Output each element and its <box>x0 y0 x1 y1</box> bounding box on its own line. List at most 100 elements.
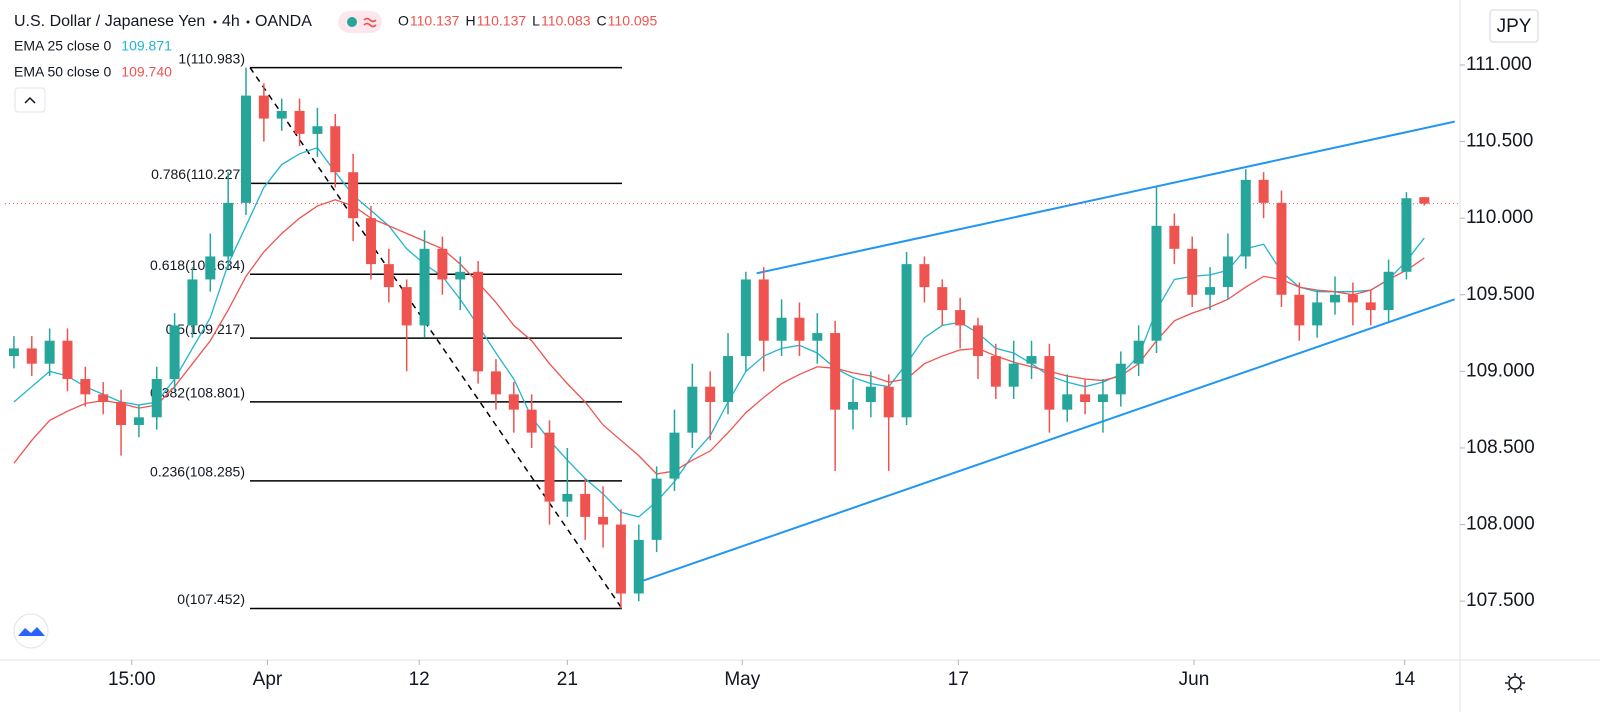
y-tick-label: 109.000 <box>1466 360 1535 381</box>
collapse-button[interactable] <box>14 87 46 113</box>
settings-icon[interactable] <box>1508 676 1522 690</box>
x-tick-label: 12 <box>409 669 430 690</box>
candle-body <box>1008 363 1019 387</box>
candle-body <box>1151 225 1162 341</box>
candle-body <box>1258 179 1269 203</box>
fib-label: 0.382(108.801) <box>150 385 245 401</box>
legend-value: 109.740 <box>121 64 172 80</box>
currency-box[interactable] <box>1489 9 1539 43</box>
x-tick-label: 15:00 <box>108 669 156 690</box>
candle-body <box>133 417 144 425</box>
candle-body <box>901 264 912 418</box>
delay-icon <box>363 17 377 28</box>
candle-body <box>116 402 127 425</box>
candle-body <box>348 172 359 219</box>
candle-body <box>669 432 680 479</box>
candle-body <box>1240 179 1251 257</box>
candle-body <box>258 95 269 119</box>
logo-button[interactable] <box>13 613 49 649</box>
candle-body <box>1222 256 1233 288</box>
candle-body <box>80 379 91 395</box>
candle-body <box>169 325 180 380</box>
ohlc-value: 110.137 <box>410 13 460 29</box>
candle-body <box>651 478 662 540</box>
candle-body <box>562 493 573 502</box>
legend: EMA 25 close 0 109.871 EMA 50 close 0 109.7… <box>14 38 172 80</box>
candle-body <box>580 493 591 517</box>
ohlc-value: 110.137 <box>477 13 527 29</box>
x-tick-label: 17 <box>948 669 969 690</box>
candle-body <box>633 539 644 594</box>
ohlc-header: O 110.137 H 110.137 L 110.083 C 110.095 <box>398 13 657 29</box>
y-tick-label: 109.500 <box>1466 284 1535 305</box>
candle-body <box>44 340 55 364</box>
ohlc-value: 110.095 <box>608 13 658 29</box>
fib-label: 0.618(109.634) <box>150 257 245 273</box>
legend-name: EMA 50 close 0 <box>14 64 111 80</box>
candle-body <box>1383 271 1394 311</box>
ohlc-key: H <box>465 13 475 29</box>
candle-body <box>455 271 466 280</box>
fib-label: 1(110.983) <box>178 50 245 66</box>
candle-body <box>705 386 716 403</box>
fib-label: 0(107.452) <box>177 591 245 607</box>
candle-body <box>526 409 537 433</box>
candle-body <box>687 386 698 433</box>
x-tick-label: Jun <box>1179 669 1210 690</box>
plot: 1(110.983) 0.786(110.227) 0.618(109.634) 0.… <box>5 50 1460 610</box>
candle-body <box>919 264 930 288</box>
candle-body <box>937 287 948 311</box>
candle-body <box>1419 197 1430 204</box>
candle-body <box>1276 202 1287 295</box>
symbol-title: U.S. Dollar / Japanese Yen <box>14 13 205 30</box>
candle-body <box>62 340 73 380</box>
candle-body <box>1097 394 1108 403</box>
separator <box>213 20 217 24</box>
candle-body <box>276 110 287 119</box>
source: OANDA <box>255 13 312 30</box>
candle-body <box>758 279 769 341</box>
y-tick-label: 110.000 <box>1466 207 1533 228</box>
candle-body <box>98 394 109 403</box>
candle-body <box>419 248 430 326</box>
candle-body <box>1330 294 1341 303</box>
candle-body <box>776 317 787 341</box>
candle-body <box>615 524 626 594</box>
candle-body <box>383 264 394 288</box>
candle-body <box>1205 287 1216 295</box>
candle-body <box>1312 302 1323 326</box>
candle-body <box>865 386 876 403</box>
trendline <box>756 120 1455 275</box>
ohlc-key: O <box>398 13 409 29</box>
candle-body <box>401 287 412 326</box>
status-pill[interactable] <box>338 11 382 33</box>
candle-body <box>544 432 555 502</box>
legend-name: EMA 25 close 0 <box>14 38 111 54</box>
candle-body <box>723 356 734 403</box>
fib-label: 0.786(110.227) <box>151 166 245 182</box>
ohlc-key: C <box>597 13 607 29</box>
candle-body <box>205 256 216 280</box>
candle-body <box>990 356 1001 387</box>
candle-body <box>598 516 609 525</box>
settings-rays <box>1505 673 1525 693</box>
currency-label: JPY <box>1497 16 1532 37</box>
ohlc-value: 110.083 <box>541 13 591 29</box>
x-tick-label: Apr <box>253 669 283 690</box>
candle-body <box>1294 294 1305 326</box>
candle-body <box>955 310 966 326</box>
fib-label: 0.236(108.285) <box>150 464 245 480</box>
separator <box>246 20 250 24</box>
interval: 4h <box>222 13 240 30</box>
x-tick-label: May <box>724 669 760 690</box>
candle-body <box>1026 356 1037 364</box>
ema-line <box>13 199 1425 475</box>
candle-body <box>740 279 751 357</box>
candle-body <box>508 394 519 410</box>
candle-body <box>830 333 841 410</box>
candle-body <box>490 371 501 395</box>
candle-body <box>883 386 894 418</box>
market-status <box>347 17 357 27</box>
candle-body <box>187 279 198 326</box>
candle-body <box>473 271 484 372</box>
